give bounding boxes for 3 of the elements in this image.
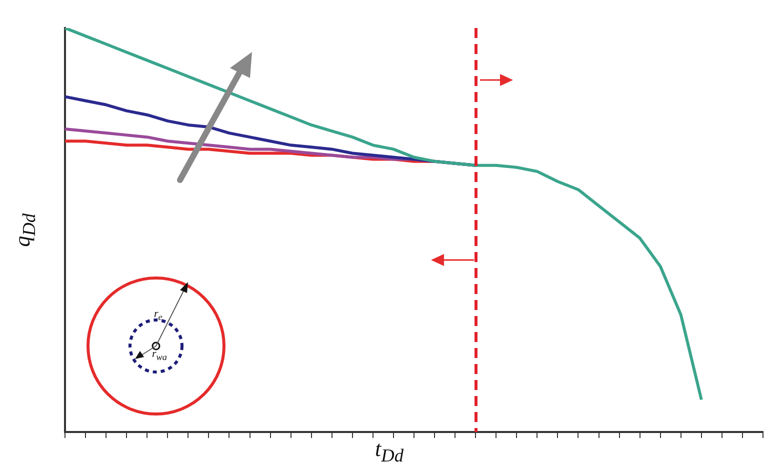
annotation: r$_{wa}$ — [152, 348, 167, 362]
x-axis-title: t$_{Dd}$ — [375, 436, 404, 466]
annotation: r$_{e}$ — [154, 308, 162, 322]
